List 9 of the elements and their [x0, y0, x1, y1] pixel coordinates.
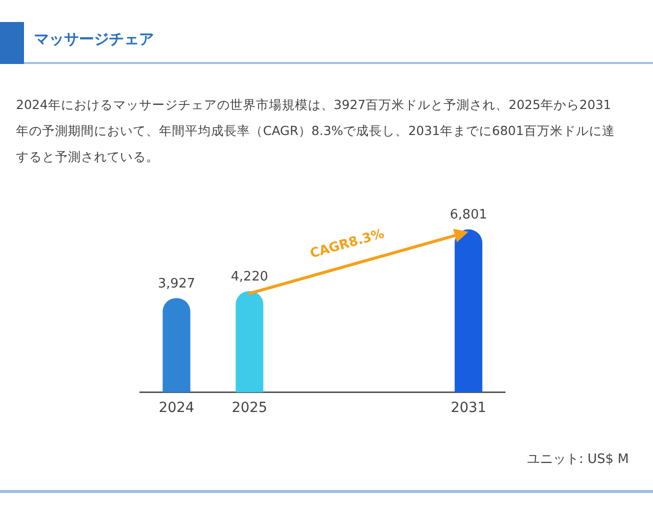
text: ユニット: US$ M	[527, 451, 629, 468]
x-tick-label: 2024	[158, 400, 194, 416]
data-label: 4,220	[230, 269, 268, 284]
x-tick-label: 2025	[232, 400, 268, 416]
chart-title: マッサージチェア	[34, 30, 154, 49]
chart-subtitle: 2024年におけるマッサージチェアの世界市場規模は、3927百万米ドルと予測され、2025年から2031年の予測期間において、年間平均成長率（CAGR）8.3%で成長し、2031年までに6801百万米ドルに達すると予測されている。	[16, 96, 616, 166]
x-tick-label: 2031	[450, 400, 486, 416]
data-label: 6,801	[450, 208, 488, 223]
data-label: 3,927	[158, 276, 196, 292]
